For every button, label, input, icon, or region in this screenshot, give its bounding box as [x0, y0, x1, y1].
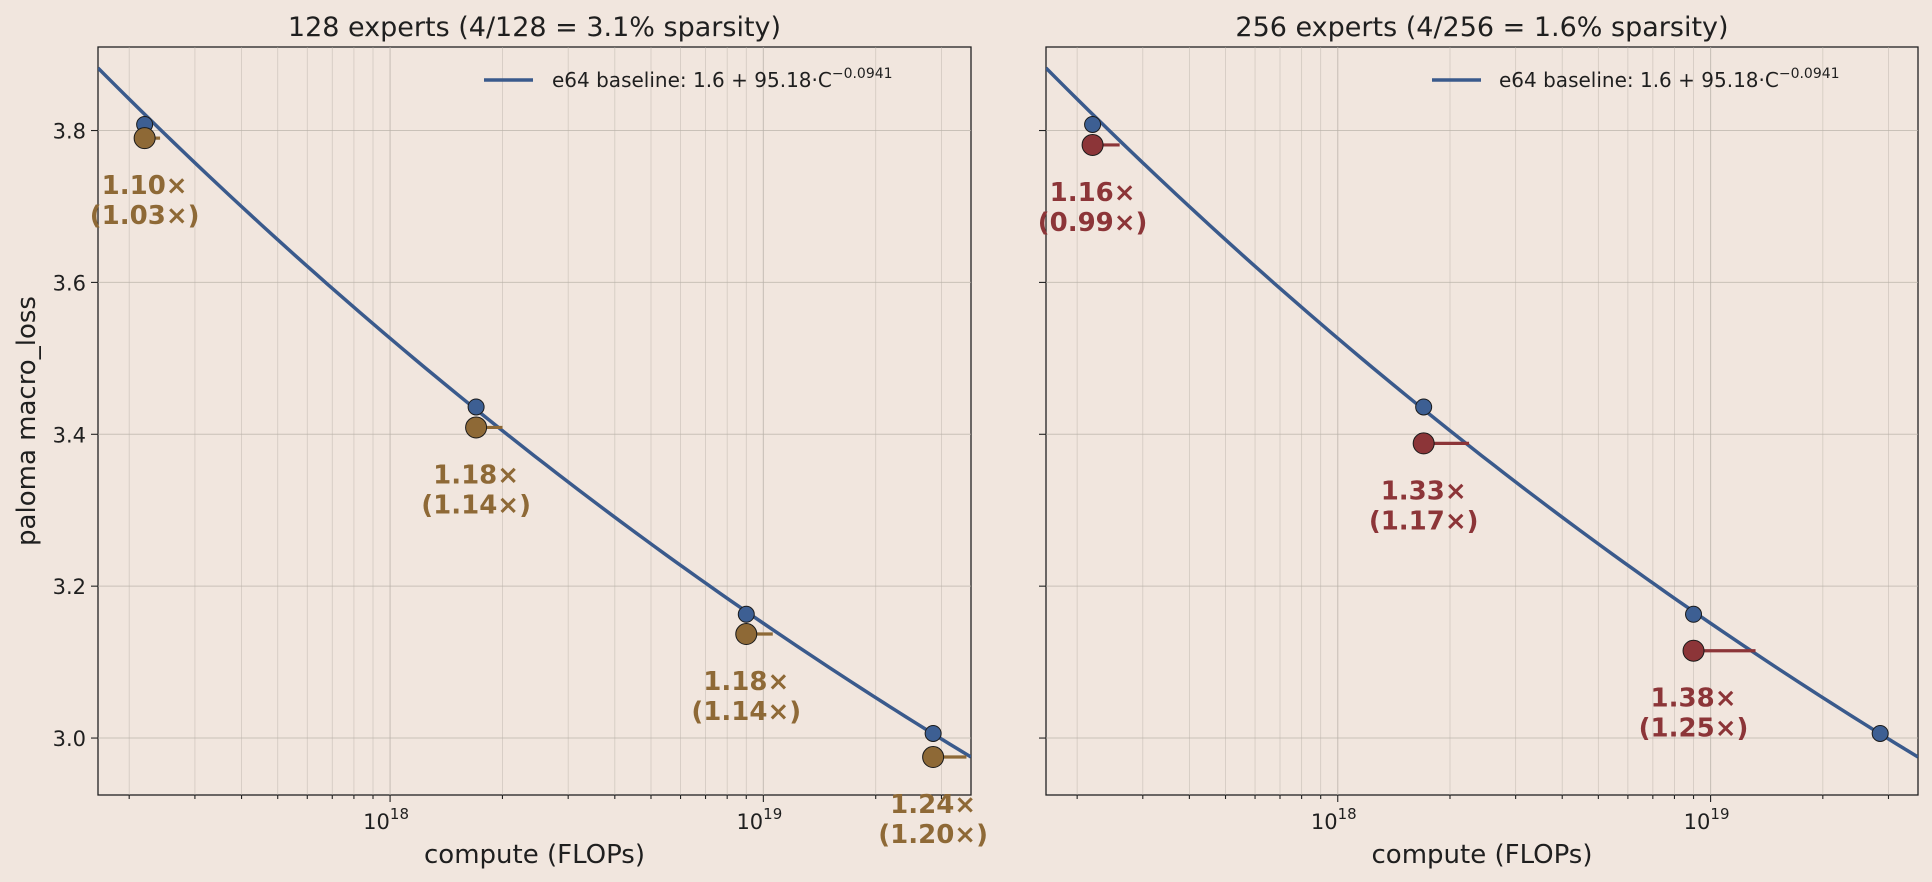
panel-1-baseline-point: [467, 398, 485, 416]
panel-1-baseline-point: [737, 605, 755, 623]
panel-1-y-tick-label: 3.8: [53, 120, 86, 144]
panel-1-legend-label: e64 baseline: 1.6 + 95.18·C−0.0941: [552, 66, 893, 92]
panel-2-marks: 1.16×(0.99×) 1.33×(1.17×) 1.38×(1.25×): [1038, 66, 1918, 759]
panel-2-baseline-point: [1871, 724, 1889, 742]
panel-1-x-tick-label: 1019: [736, 805, 782, 834]
panel-2-baseline-point: [1415, 398, 1433, 416]
panel-1-speedup-label: 1.24×: [890, 790, 976, 820]
x-tick-exponent: 19: [763, 805, 782, 823]
panel-2-legend-label: e64 baseline: 1.6 + 95.18·C−0.0941: [1499, 66, 1840, 92]
panel-2-baseline-point: [1084, 115, 1102, 133]
panel-2-speedup-label: 1.38×: [1651, 684, 1737, 714]
x-tick-base: 10: [363, 810, 390, 834]
x-tick-base: 10: [1684, 810, 1711, 834]
panel-1-expert-point: [465, 416, 488, 439]
panel-2-frame: [1045, 46, 1919, 796]
panel-2-legend-text: e64 baseline: 1.6 + 95.18·C: [1499, 68, 1779, 92]
panel-2-x-axis-label: compute (FLOPs): [1372, 840, 1593, 870]
panel-1-legend: e64 baseline: 1.6 + 95.18·C−0.0941: [484, 66, 893, 92]
panel-1-speedup-sublabel: (1.03×): [90, 201, 200, 231]
panel-2-expert-point: [1682, 639, 1705, 662]
panel-2-title: 256 experts (4/256 = 1.6% sparsity): [1235, 12, 1728, 43]
panel-2-legend: e64 baseline: 1.6 + 95.18·C−0.0941: [1432, 66, 1840, 92]
panel-1-speedup-sublabel: (1.14×): [421, 490, 531, 520]
panel-2-baseline-point: [1685, 605, 1703, 623]
panel-1-title: 128 experts (4/128 = 3.1% sparsity): [288, 12, 781, 43]
panel-1-speedup-label: 1.10×: [102, 171, 188, 201]
panel-1-y-axis-label: paloma macro_loss: [12, 296, 42, 546]
panel-2-speedup-sublabel: (0.99×): [1038, 208, 1148, 238]
panel-1-baseline-point: [924, 724, 942, 742]
panel-1-y-tick-label: 3.4: [53, 423, 86, 447]
panel-1-y-tick-label: 3.2: [53, 575, 86, 599]
panel-1-plot-area: [98, 66, 971, 769]
panel-2-expert-point: [1412, 432, 1435, 455]
panel-2: 1018 1019 1.16×(0.99×)1.33×(1.17×)1.38×(1…: [1038, 12, 1919, 870]
panel-1-speedup-sublabel: (1.14×): [691, 697, 801, 727]
x-tick-exponent: 18: [1338, 805, 1357, 823]
panel-1-expert-point: [133, 127, 156, 150]
panel-1-marks: 1.10×(1.03×)1.18×(1.14×)1.18×(1.14×)1.24…: [90, 66, 988, 850]
panel-1-speedup-label: 1.18×: [703, 667, 789, 697]
panel-1-speedup-label: 1.18×: [433, 460, 519, 490]
panel-1-y-tick-label: 3.6: [53, 271, 86, 295]
panel-2-speedup-label: 1.16×: [1050, 178, 1136, 208]
x-tick-exponent: 18: [390, 805, 409, 823]
panel-1-y-tick-label: 3.0: [53, 727, 86, 751]
panel-2-speedup-sublabel: (1.25×): [1639, 714, 1749, 744]
panel-1-legend-exponent: −0.0941: [832, 66, 893, 82]
panel-2-speedup-label: 1.33×: [1381, 476, 1467, 506]
panel-2-speedup-sublabel: (1.17×): [1369, 506, 1479, 536]
panel-2-legend-exponent: −0.0941: [1779, 66, 1840, 82]
x-tick-exponent: 19: [1710, 805, 1729, 823]
panel-2-baseline-fit-line: [1046, 66, 1918, 759]
panel-2-x-tick-label: 1018: [1311, 805, 1357, 834]
panel-1-x-tick-label: 1018: [363, 805, 409, 834]
panel-1-speedup-sublabel: (1.20×): [878, 820, 988, 850]
x-tick-base: 10: [736, 810, 763, 834]
panel-2-x-tick-label: 1019: [1684, 805, 1730, 834]
panel-1-frame: [97, 46, 972, 796]
panel-1-x-axis-label: compute (FLOPs): [424, 840, 645, 870]
panel-1-expert-point: [922, 746, 945, 769]
panel-2-grid: 1018 1019: [1039, 47, 1918, 834]
panel-1-legend-text: e64 baseline: 1.6 + 95.18·C: [552, 68, 832, 92]
panel-1-baseline-fit-line: [98, 66, 971, 759]
panel-1-expert-point: [735, 623, 758, 646]
panel-2-expert-point: [1081, 133, 1104, 156]
panel-2-plot-area: [1046, 66, 1918, 759]
x-tick-base: 10: [1311, 810, 1338, 834]
